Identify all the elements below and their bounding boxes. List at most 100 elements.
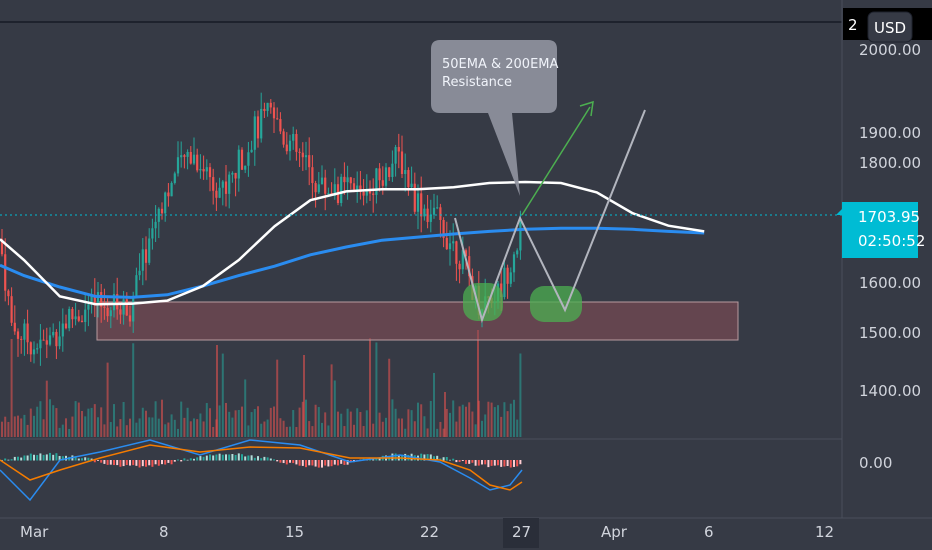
candle-body xyxy=(26,323,29,343)
annotation-callout[interactable]: 50EMA & 200EMA Resistance xyxy=(431,40,559,196)
currency-button[interactable] xyxy=(867,11,913,43)
volume-bar xyxy=(439,421,442,437)
volume-bar xyxy=(177,428,179,437)
volume-bar xyxy=(388,358,391,437)
volume-bar xyxy=(125,425,128,437)
candle-body xyxy=(288,140,292,152)
candle-body xyxy=(215,190,218,198)
volume-bar xyxy=(314,404,317,437)
candle-body xyxy=(48,335,52,345)
macd-histogram-bar xyxy=(141,460,144,467)
macd-histogram-bar xyxy=(497,460,499,466)
date-label-8: 8 xyxy=(159,523,169,541)
volume-bar xyxy=(487,401,490,437)
macd-histogram-bar xyxy=(45,454,48,461)
macd-histogram-bar xyxy=(273,459,275,461)
candle-body xyxy=(407,170,410,188)
candle-body xyxy=(52,331,55,336)
macd-histogram-bar xyxy=(516,460,519,467)
volume-bar xyxy=(285,426,288,437)
volume-bar xyxy=(180,401,183,437)
volume-bar xyxy=(420,404,423,437)
macd-histogram-bar xyxy=(487,460,490,468)
macd-histogram-bar xyxy=(513,460,515,467)
macd-histogram-bar xyxy=(39,453,42,461)
macd-histogram-bar xyxy=(228,454,231,461)
candle-body xyxy=(285,144,288,152)
volume-bar xyxy=(196,419,199,437)
candle-body xyxy=(58,336,61,347)
macd-histogram-bar xyxy=(337,460,339,466)
macd-histogram-bar xyxy=(349,460,352,463)
candlesticks xyxy=(0,92,522,366)
candle-body xyxy=(282,131,285,145)
macd-histogram-bar xyxy=(93,460,96,463)
volume-bar xyxy=(481,420,483,437)
macd-histogram-bar xyxy=(426,454,429,461)
price-label-2000: 2000.00 xyxy=(859,41,921,59)
ema200-line xyxy=(0,226,705,299)
candle-body xyxy=(378,168,381,181)
candle-body xyxy=(199,169,202,171)
macd-histogram-bar xyxy=(509,460,512,468)
volume-bar xyxy=(97,417,99,437)
volume-bar xyxy=(356,408,359,437)
macd-histogram-bar xyxy=(327,460,330,467)
macd-histogram-bar xyxy=(420,453,423,461)
candle-body xyxy=(205,167,208,172)
volume-bar xyxy=(433,372,435,437)
volume-bar xyxy=(77,402,80,437)
macd-histogram-bar xyxy=(129,460,131,466)
macd-histogram-bar xyxy=(455,460,458,463)
volume-bar xyxy=(289,426,291,437)
macd-histogram-bar xyxy=(481,460,483,465)
macd-histogram-bar xyxy=(263,456,266,461)
candle-body xyxy=(212,177,215,191)
macd-histogram-bar xyxy=(215,454,218,461)
volume-bar xyxy=(218,405,221,437)
macd-histogram-bar xyxy=(33,454,35,461)
macd-histogram-bar xyxy=(333,460,336,465)
macd-histogram-bar xyxy=(1,459,3,461)
volume-bar xyxy=(305,399,307,437)
volume-bar xyxy=(20,418,23,437)
candle-body xyxy=(234,172,237,179)
macd-histogram-bar xyxy=(170,460,173,465)
volume-bar xyxy=(116,426,119,437)
candle-body xyxy=(253,116,256,150)
candle-body xyxy=(202,169,205,172)
volume-bar xyxy=(324,412,327,437)
volume-bar xyxy=(333,380,336,437)
volume-bar xyxy=(193,418,195,437)
volume-bar xyxy=(266,419,269,437)
candle-body xyxy=(304,155,308,158)
macd-histogram-bar xyxy=(183,458,186,461)
macd-histogram-bar xyxy=(103,460,106,464)
candle-body xyxy=(384,167,388,186)
volume-bar xyxy=(455,421,458,437)
macd-histogram-bar xyxy=(97,460,99,461)
volume-bar xyxy=(513,399,515,437)
candle-body xyxy=(519,220,522,251)
macd-histogram-bar xyxy=(231,454,234,461)
macd-histogram-bar xyxy=(295,460,298,465)
candle-body xyxy=(0,239,4,255)
macd-histogram-bar xyxy=(58,455,61,461)
macd-histogram-bar xyxy=(276,460,279,462)
macd-histogram-bar xyxy=(209,454,211,461)
macd-histogram-bar xyxy=(180,460,183,462)
macd-histogram-bar xyxy=(42,454,45,461)
candle-body xyxy=(266,102,269,111)
countdown-timer: 02:50:52 xyxy=(858,232,925,250)
volume-bar xyxy=(311,426,314,437)
volume-bar xyxy=(317,407,320,437)
candle-body xyxy=(269,102,272,108)
candle-body xyxy=(295,134,298,152)
volume-bar xyxy=(442,428,445,437)
price-label-1900: 1900.00 xyxy=(859,124,921,142)
macd-histogram-bar xyxy=(298,460,301,466)
candle-body xyxy=(324,177,327,194)
candle-body xyxy=(93,296,96,306)
volume-bar xyxy=(199,413,202,437)
